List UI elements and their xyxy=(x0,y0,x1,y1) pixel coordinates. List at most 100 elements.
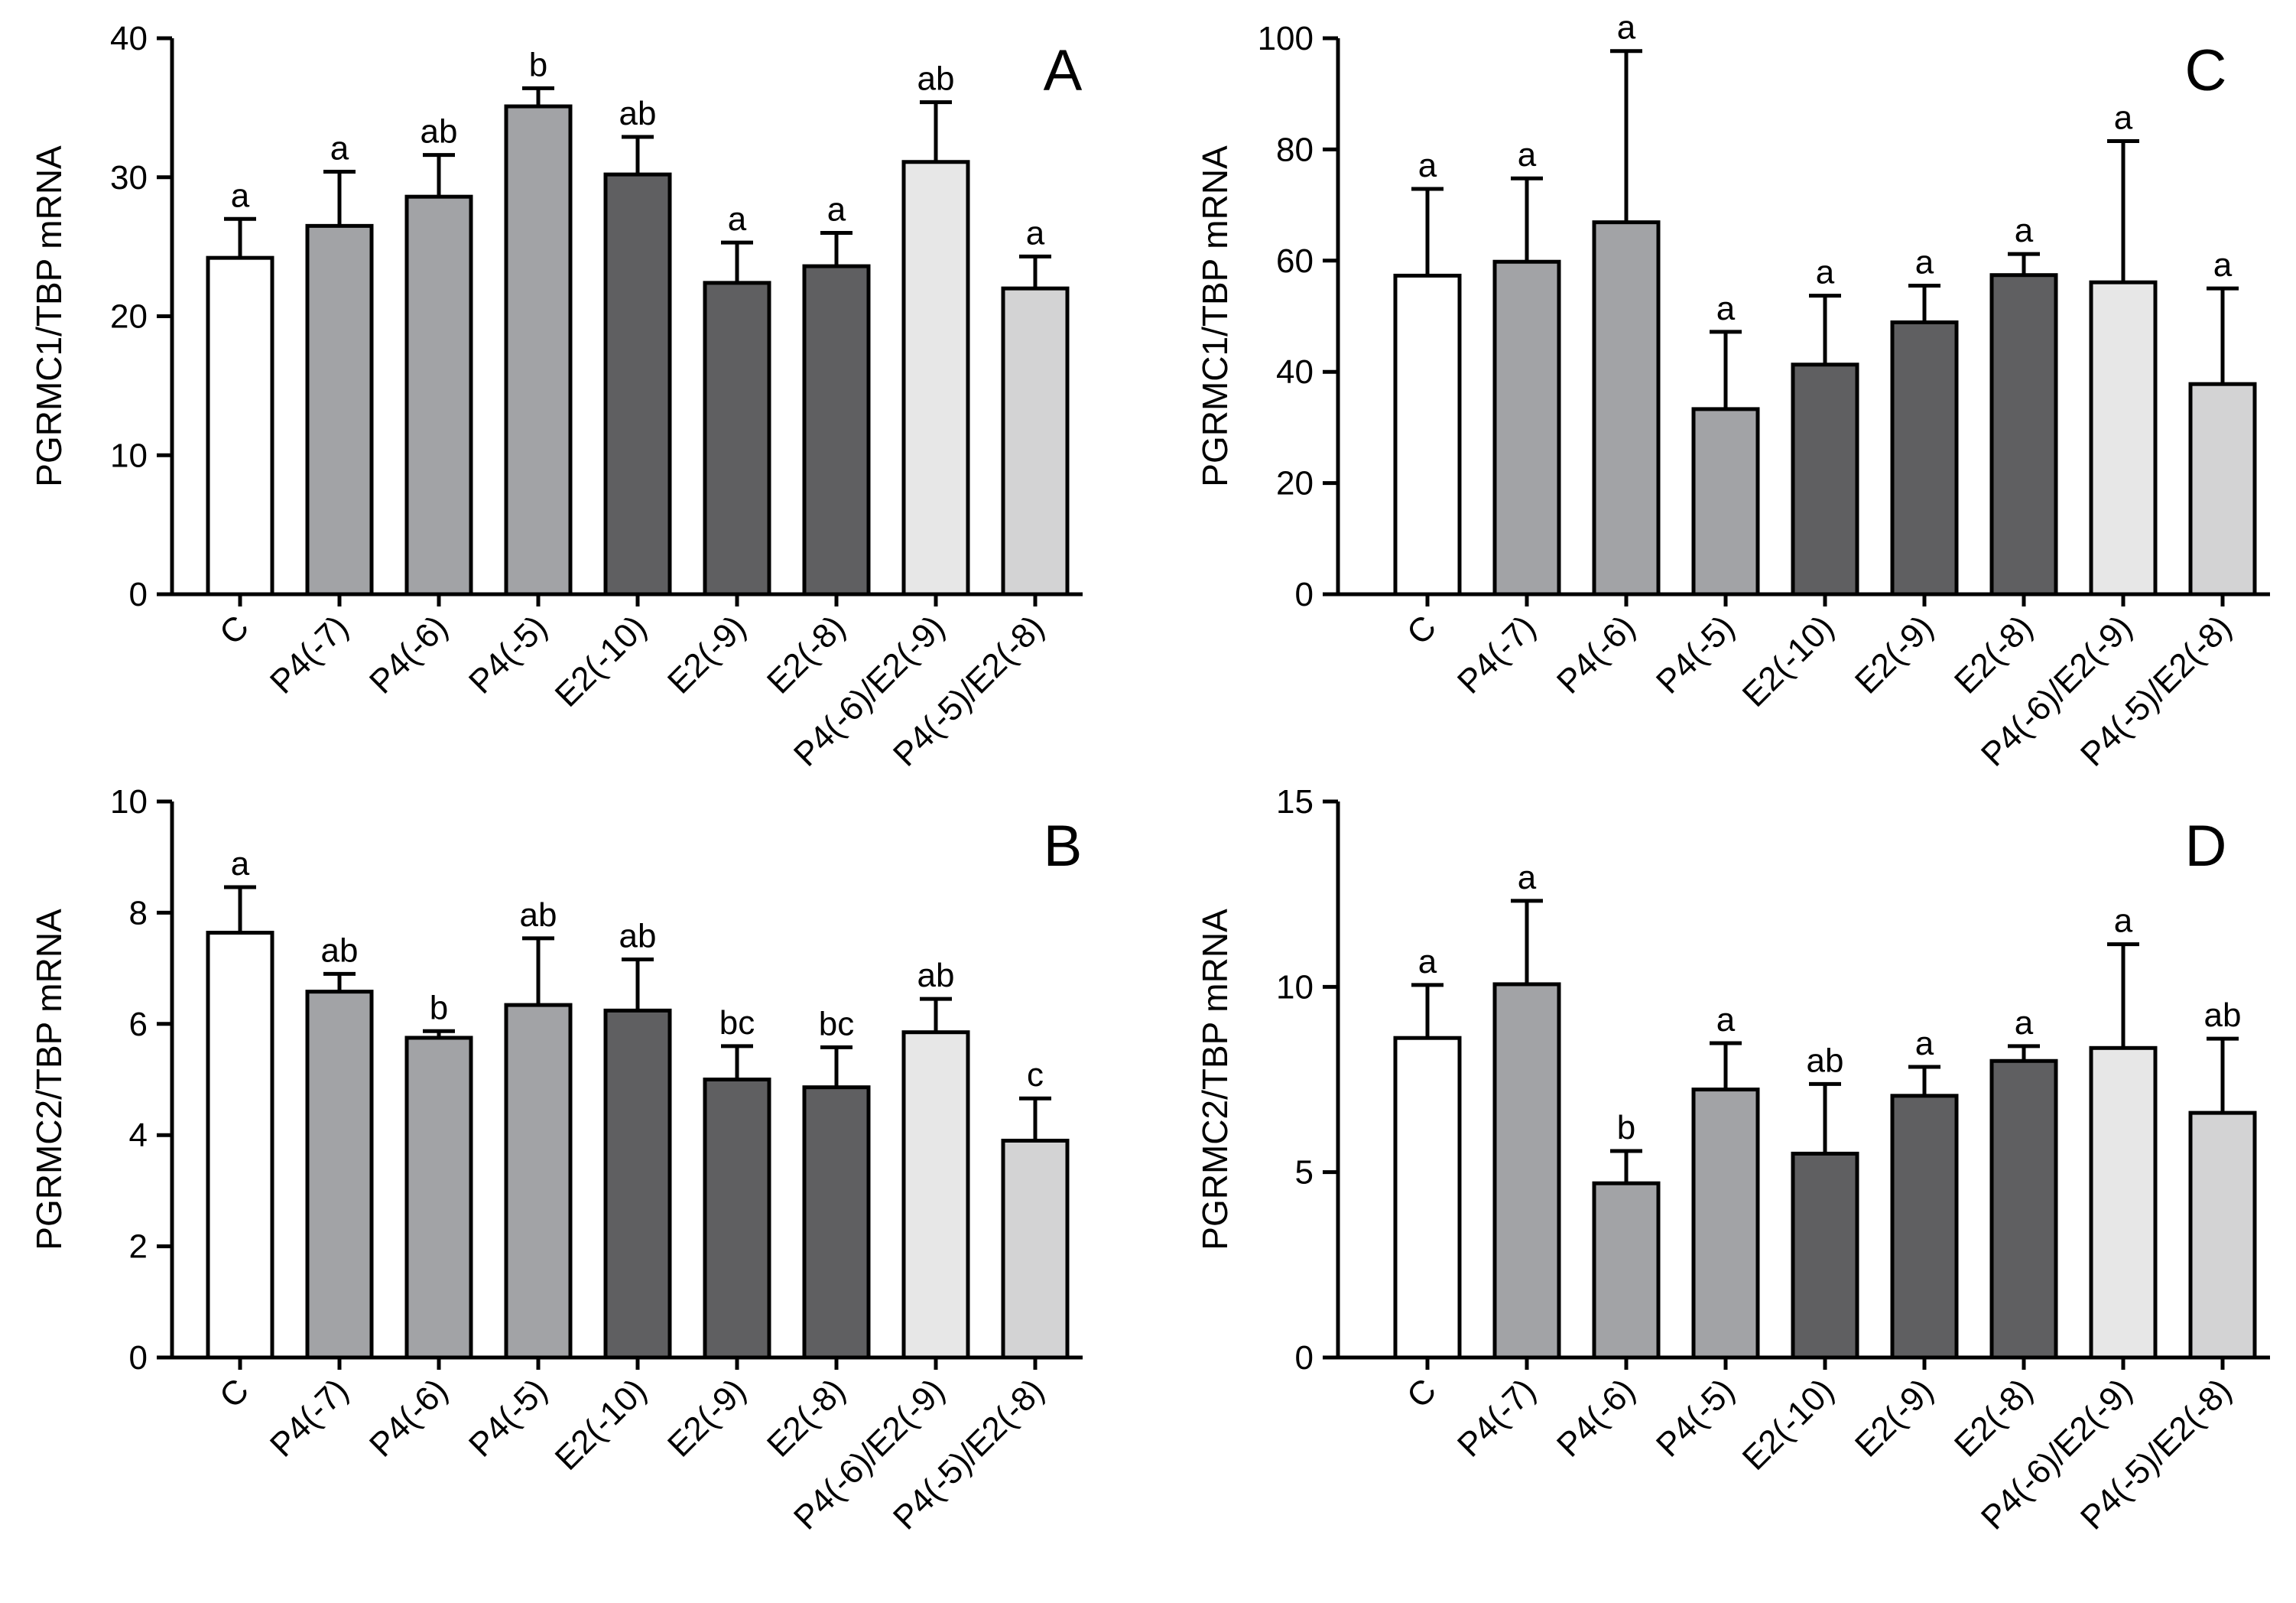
significance-letter: b xyxy=(430,989,448,1026)
significance-letter: a xyxy=(231,845,250,883)
x-tick-label: P4(-7) xyxy=(263,608,356,701)
y-tick-label: 4 xyxy=(129,1117,148,1154)
bar xyxy=(1492,259,1561,597)
bar xyxy=(1791,363,1859,597)
bar xyxy=(504,1003,573,1360)
x-tick-label: E2(-8) xyxy=(1947,608,2040,701)
y-tick-label: 10 xyxy=(110,437,148,474)
chart-panel-c: PGRMC1/TBP mRNA Ca Ca P4(-7) a P4(-6) a P4(-5) a… xyxy=(1195,9,2270,774)
panel-label: A xyxy=(1044,38,1083,103)
y-tick-label: 2 xyxy=(129,1228,148,1266)
chart-panel-a: PGRMC1/TBP mRNA Aa Ca P4(-7) ab P4(-6) b P4(-5)… xyxy=(29,20,1083,774)
bar xyxy=(802,264,871,597)
significance-letter: b xyxy=(1617,1109,1635,1146)
y-tick-label: 0 xyxy=(1295,576,1314,613)
y-tick-label: 6 xyxy=(129,1006,148,1043)
significance-letter: a xyxy=(827,190,846,228)
bar xyxy=(1592,220,1661,597)
x-tick-label: E2(-10) xyxy=(548,608,654,714)
significance-letter: ab xyxy=(421,113,458,151)
x-tick-label: E2(-10) xyxy=(548,1371,654,1477)
bar xyxy=(404,1036,473,1360)
bar xyxy=(2188,382,2257,597)
significance-letter: bc xyxy=(819,1005,854,1042)
x-tick-label: E2(-8) xyxy=(760,608,852,701)
bar xyxy=(1393,273,1462,597)
x-tick-label: E2(-9) xyxy=(1848,608,1940,701)
bar xyxy=(603,172,672,597)
significance-letter: a xyxy=(1418,147,1437,184)
significance-letter: a xyxy=(330,129,349,167)
x-tick-label: E2(-9) xyxy=(1848,1371,1940,1464)
y-axis-label: PGRMC1/TBP mRNA xyxy=(29,145,69,487)
bar xyxy=(1492,982,1561,1360)
y-tick-label: 15 xyxy=(1276,783,1314,821)
y-tick-label: 5 xyxy=(1295,1154,1314,1192)
x-tick-label: E2(-9) xyxy=(661,1371,753,1464)
significance-letter: a xyxy=(1915,244,1934,281)
bar xyxy=(603,1008,672,1360)
significance-letter: ab xyxy=(520,896,557,934)
bar xyxy=(404,194,473,597)
x-tick-label: P4(-7) xyxy=(1450,608,1543,701)
x-tick-label: P4(-7) xyxy=(263,1371,356,1464)
y-tick-label: 0 xyxy=(1295,1339,1314,1377)
significance-letter: a xyxy=(1915,1025,1934,1062)
x-tick-label: E2(-10) xyxy=(1736,1371,1841,1477)
bar xyxy=(206,931,274,1360)
x-tick-label: P4(-6) xyxy=(362,1371,455,1464)
x-tick-label: C xyxy=(1400,1371,1444,1415)
bar xyxy=(2188,1110,2257,1360)
x-tick-label: P4(-6) xyxy=(362,608,455,701)
significance-letter: a xyxy=(728,200,747,238)
significance-letter: a xyxy=(2114,99,2133,136)
chart-panel-d: PGRMC2/TBP mRNA Da Ca P4(-7) b P4(-6) a P4(-5) a… xyxy=(1195,783,2270,1537)
significance-letter: bc xyxy=(719,1004,755,1042)
x-tick-label: E2(-9) xyxy=(661,608,753,701)
x-tick-label: P4(-5) xyxy=(1649,608,1742,701)
x-tick-label: E2(-8) xyxy=(1947,1371,2040,1464)
y-tick-label: 30 xyxy=(110,159,148,197)
y-tick-label: 10 xyxy=(110,783,148,821)
significance-letter: ab xyxy=(619,917,657,954)
bar xyxy=(1989,273,2058,597)
significance-letter: a xyxy=(1716,290,1736,327)
x-tick-label: C xyxy=(213,1371,256,1415)
bar xyxy=(901,1030,970,1360)
bar xyxy=(802,1085,871,1360)
bar xyxy=(206,255,274,597)
bar xyxy=(1890,320,1959,597)
y-tick-label: 60 xyxy=(1276,242,1314,280)
significance-letter: a xyxy=(1716,1001,1736,1039)
y-tick-label: 20 xyxy=(1276,465,1314,502)
y-axis-label: PGRMC1/TBP mRNA xyxy=(1195,145,1235,487)
y-axis-label: PGRMC2/TBP mRNA xyxy=(1195,909,1235,1250)
x-tick-label: P4(-6) xyxy=(1550,608,1642,701)
bar xyxy=(1989,1058,2058,1360)
x-tick-label: C xyxy=(213,608,256,652)
bar xyxy=(504,104,573,597)
y-axis-label: PGRMC2/TBP mRNA xyxy=(29,909,69,1250)
y-tick-label: 0 xyxy=(129,576,148,613)
y-tick-label: 20 xyxy=(110,298,148,336)
x-tick-label: P4(-5) xyxy=(462,1371,554,1464)
significance-letter: a xyxy=(2114,902,2133,940)
bar xyxy=(1791,1151,1859,1360)
significance-letter: c xyxy=(1027,1056,1044,1094)
y-tick-label: 10 xyxy=(1276,968,1314,1006)
bar xyxy=(901,160,970,597)
bar xyxy=(1393,1036,1462,1360)
x-tick-label: E2(-8) xyxy=(760,1371,852,1464)
y-tick-label: 40 xyxy=(110,20,148,57)
bar xyxy=(1890,1094,1959,1360)
significance-letter: ab xyxy=(619,95,657,132)
significance-letter: a xyxy=(2015,212,2034,249)
significance-letter: ab xyxy=(917,60,955,98)
bar xyxy=(1001,1138,1070,1360)
bar xyxy=(1691,407,1760,597)
significance-letter: a xyxy=(231,177,250,214)
x-tick-label: P4(-5) xyxy=(462,608,554,701)
significance-letter: a xyxy=(2213,246,2233,284)
significance-letter: a xyxy=(1816,254,1835,291)
